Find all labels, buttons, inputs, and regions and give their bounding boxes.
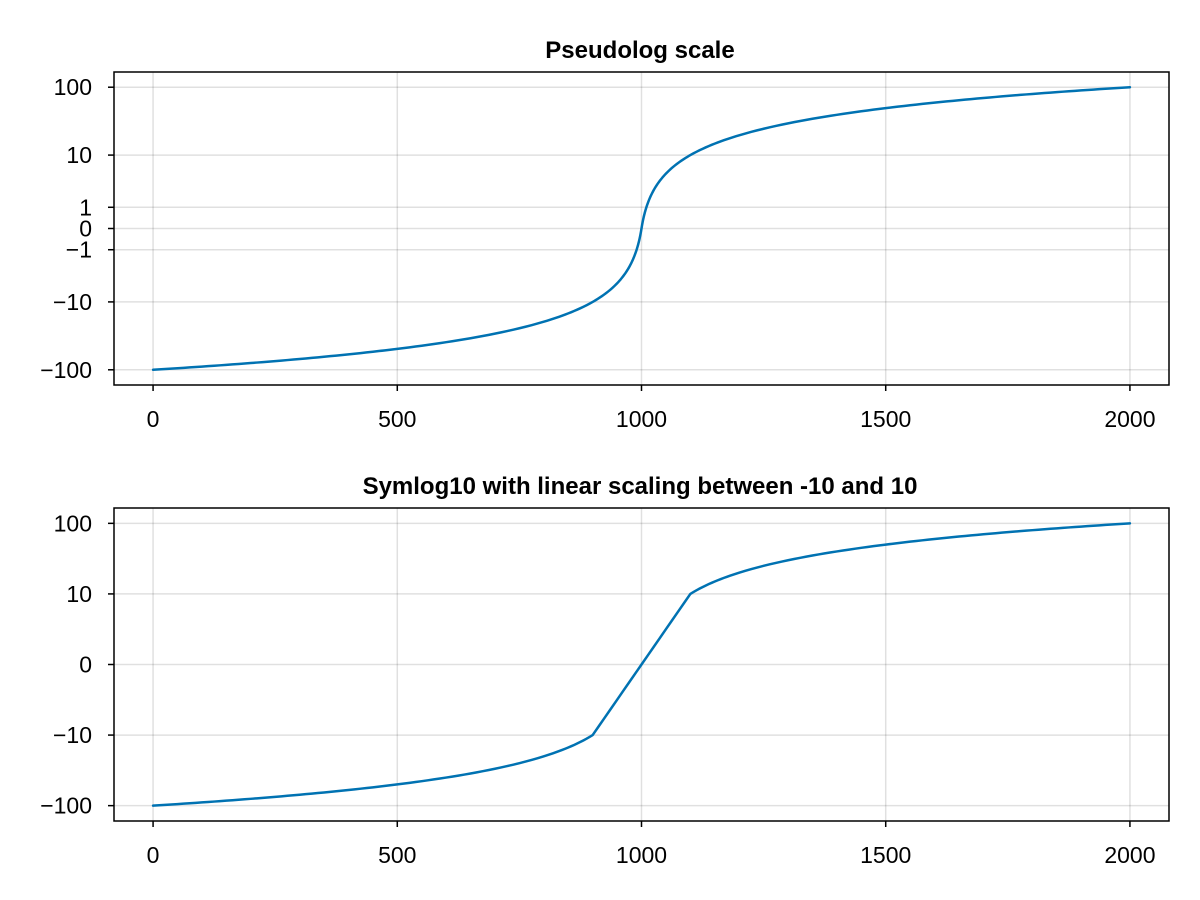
x-tick-label: 1500 (860, 842, 911, 868)
y-tick-label: −100 (40, 793, 92, 819)
x-tick-label: 0 (147, 406, 160, 432)
y-tick-label: 0 (79, 652, 92, 678)
y-tick-label: −100 (40, 357, 92, 383)
chart-title: Pseudolog scale (545, 37, 734, 64)
pseudolog-panel: Pseudolog scale 0 500 1000 1500 2000−100−10−… (40, 37, 1170, 432)
x-tick-label: 500 (378, 406, 416, 432)
x-tick-label: 2000 (1104, 406, 1155, 432)
y-tick-label: 10 (66, 142, 92, 168)
series-layer (151, 85, 1132, 372)
chart-title: Symlog10 with linear scaling between -10… (363, 473, 918, 500)
y-tick-label: 1 (79, 194, 92, 220)
y-tick-label: −1 (66, 237, 92, 263)
series-line (151, 522, 1132, 807)
x-tick-label: 0 (147, 842, 160, 868)
x-tick-label: 1000 (616, 842, 667, 868)
series-layer (151, 522, 1132, 807)
symlog-panel: Symlog10 with linear scaling between -10… (40, 473, 1170, 868)
x-tick-label: 1000 (616, 406, 667, 432)
y-tick-label: −10 (53, 722, 92, 748)
y-tick-label: −10 (53, 289, 92, 315)
y-tick-label: 100 (54, 510, 92, 536)
x-tick-label: 1500 (860, 406, 911, 432)
y-tick-label: 10 (66, 581, 92, 607)
series-line (151, 85, 1132, 372)
y-tick-label: 100 (54, 74, 92, 100)
y-tick-label: 0 (79, 216, 92, 242)
grid-lines (114, 508, 1169, 821)
x-tick-label: 2000 (1104, 842, 1155, 868)
x-tick-label: 500 (378, 842, 416, 868)
